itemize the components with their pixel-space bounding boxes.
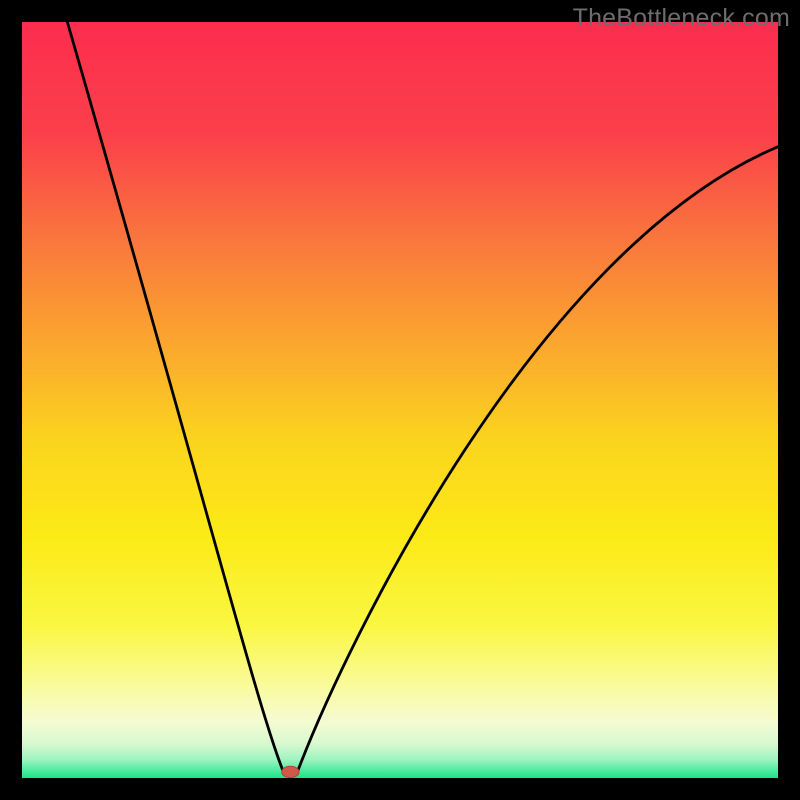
watermark-text: TheBottleneck.com xyxy=(573,4,790,33)
bottleneck-chart xyxy=(0,0,800,800)
chart-frame: TheBottleneck.com xyxy=(0,0,800,800)
gradient-background xyxy=(22,22,778,778)
optimum-marker xyxy=(282,766,299,777)
